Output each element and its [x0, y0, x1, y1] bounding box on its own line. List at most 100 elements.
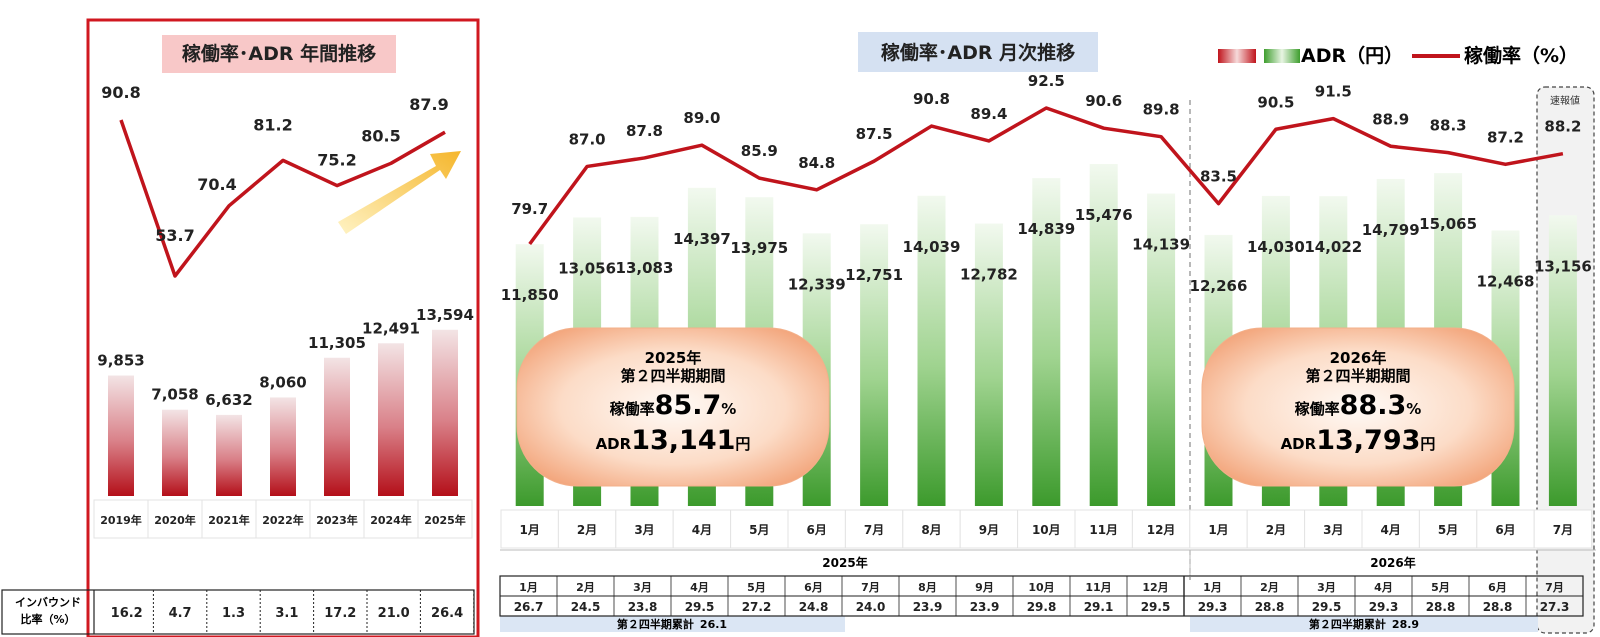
monthly-inbound-value: 23.9: [970, 600, 1000, 614]
monthly-bar-label: 13,056: [558, 259, 616, 277]
monthly-inbound-value: 24.0: [856, 600, 886, 614]
annual-line-label: 70.4: [197, 175, 236, 194]
monthly-title: 稼働率･ADR 月次推移: [881, 41, 1075, 64]
monthly-category-label: 8月: [921, 523, 941, 537]
monthly-table-month: 7月: [1545, 581, 1564, 594]
monthly-title-bg: [858, 32, 1098, 72]
monthly-bar-2026-7月: [1548, 215, 1577, 507]
monthly-category-label: 12月: [1147, 523, 1176, 537]
monthly-inbound-value: 29.5: [1141, 600, 1171, 614]
monthly-category-label: 11月: [1089, 523, 1118, 537]
monthly-category-label: 10月: [1032, 523, 1061, 537]
monthly-bar-label: 13,156: [1534, 257, 1592, 275]
annual-line-label: 81.2: [253, 115, 292, 134]
monthly-category-label: 2月: [1266, 523, 1286, 537]
monthly-table-month: 4月: [1374, 581, 1393, 594]
monthly-table-month: 12月: [1142, 581, 1168, 594]
monthly-category-label: 6月: [1495, 523, 1515, 537]
legend-bar-swatch-red: [1218, 49, 1256, 63]
monthly-table-month: 6月: [1488, 581, 1507, 594]
monthly-table-month: 8月: [918, 581, 937, 594]
annual-category-label: 2024年: [370, 513, 412, 527]
monthly-inbound-value: 28.8: [1483, 600, 1513, 614]
monthly-bar-2025-7月: [860, 224, 889, 506]
monthly-category-cell: [1246, 509, 1306, 549]
monthly-line: [528, 106, 1564, 246]
monthly-line-label: 79.7: [511, 200, 548, 218]
monthly-category-label: 4月: [1381, 523, 1401, 537]
cumulative-2026-bg: [1190, 616, 1538, 632]
summary-2025-period: 第２四半期期間: [620, 367, 725, 385]
monthly-inbound-value: 29.3: [1369, 600, 1399, 614]
monthly-category-cell: [1017, 509, 1076, 549]
annual-bar-2021年: [216, 414, 242, 496]
monthly-bar-2025-11月: [1089, 164, 1118, 506]
cumulative-2026: 第２四半期累計 28.9: [1309, 617, 1419, 631]
monthly-occupancy-line: [528, 106, 1564, 246]
annual-line: [119, 119, 446, 278]
monthly-line-label: 87.5: [856, 125, 893, 143]
monthly-category-cell: [1074, 509, 1133, 549]
monthly-category-cell: [672, 509, 732, 549]
monthly-line-label: 87.0: [569, 130, 606, 148]
annual-bar-label: 6,632: [205, 391, 252, 409]
monthly-inbound-value: 26.7: [514, 600, 544, 614]
annual-category-cell: [309, 499, 365, 539]
monthly-bar-label: 12,339: [788, 275, 846, 293]
monthly-inbound-value: 29.1: [1084, 600, 1114, 614]
growth-arrow-icon: [338, 151, 461, 234]
monthly-table-month: 1月: [519, 581, 538, 594]
summary-bubble-2025-bg: [516, 327, 830, 487]
monthly-table-month: 10月: [1028, 581, 1054, 594]
annual-bars: [108, 329, 458, 496]
monthly-category-label: 6月: [807, 523, 827, 537]
monthly-table-month: 2月: [576, 581, 595, 594]
annual-bar-2023年: [324, 357, 350, 496]
annual-category-axis: 2019年 2020年 2021年 2022年 2023年 2024年 2025年: [93, 499, 473, 539]
monthly-category-label: 3月: [1323, 523, 1343, 537]
monthly-panel: 稼働率･ADR 月次推移 ADR（円） 稼働率（%） 速報値 2025年 第２四…: [499, 32, 1596, 634]
monthly-bar-label: 14,022: [1304, 238, 1362, 256]
monthly-line-label: 89.0: [683, 109, 720, 127]
annual-category-label: 2020年: [154, 513, 196, 527]
monthly-line-label: 87.8: [626, 122, 663, 140]
monthly-inbound-value: 23.9: [913, 600, 943, 614]
monthly-inbound-value: 29.8: [1027, 600, 1057, 614]
summary-2025-adr: ADR13,141円: [596, 425, 751, 456]
monthly-line-label: 84.8: [798, 154, 835, 172]
annual-frame: [86, 18, 480, 637]
monthly-category-label: 1月: [1208, 523, 1228, 537]
summary-bubble-2026-bg: [1201, 327, 1515, 487]
annual-category-label: 2023年: [316, 513, 358, 527]
summary-2026-period: 第２四半期期間: [1305, 367, 1410, 385]
monthly-inbound-value: 23.8: [628, 600, 658, 614]
annual-line-label: 87.9: [409, 95, 448, 114]
legend: ADR（円） 稼働率（%）: [1218, 44, 1578, 67]
monthly-category-cell: [1189, 509, 1248, 549]
monthly-table-month: 3月: [633, 581, 652, 594]
monthly-bar-2025-12月: [1147, 193, 1176, 506]
monthly-category-cell: [844, 509, 904, 549]
annual-line-labels: 90.8 53.7 70.4 81.2 75.2 80.5 87.9: [101, 83, 448, 245]
legend-bar-label: ADR（円）: [1301, 44, 1403, 67]
monthly-inbound-value: 29.5: [685, 600, 715, 614]
year-group-2025: 2025年: [822, 555, 867, 570]
monthly-inbound-value: 24.8: [799, 600, 829, 614]
monthly-inbound-value: 29.3: [1198, 600, 1228, 614]
annual-bar-2020年: [162, 409, 188, 496]
monthly-table-month: 1月: [1203, 581, 1222, 594]
monthly-category-label: 3月: [634, 523, 654, 537]
annual-bar-label: 11,305: [308, 334, 366, 352]
monthly-line-label: 88.3: [1430, 117, 1467, 135]
annual-category-cell: [363, 499, 419, 539]
monthly-category-cell: [1533, 509, 1593, 549]
annual-category-label: 2019年: [100, 513, 142, 527]
annual-inbound-value: 16.2: [111, 606, 143, 621]
legend-line-label: 稼働率（%）: [1464, 44, 1578, 67]
monthly-table-month: 3月: [1317, 581, 1336, 594]
monthly-line-label: 88.2: [1544, 118, 1581, 136]
monthly-line-label: 88.9: [1372, 110, 1409, 128]
